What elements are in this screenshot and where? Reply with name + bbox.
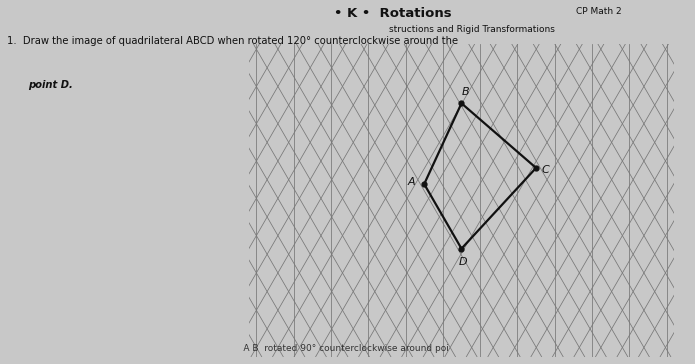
Text: A: A <box>407 177 415 187</box>
Text: C: C <box>541 165 550 175</box>
Text: • K •  Rotations: • K • Rotations <box>334 7 451 20</box>
Text: B: B <box>461 87 469 96</box>
Text: 1.  Draw the image of quadrilateral ABCD when rotated 120° counterclockwise arou: 1. Draw the image of quadrilateral ABCD … <box>7 36 458 46</box>
Text: D: D <box>459 257 468 267</box>
Text: A B  rotated 90° counterclockwise around poi: A B rotated 90° counterclockwise around … <box>229 344 449 353</box>
Text: structions and Rigid Transformations: structions and Rigid Transformations <box>389 25 555 35</box>
Text: CP Math 2: CP Math 2 <box>576 7 622 16</box>
Text: point D.: point D. <box>28 80 72 90</box>
